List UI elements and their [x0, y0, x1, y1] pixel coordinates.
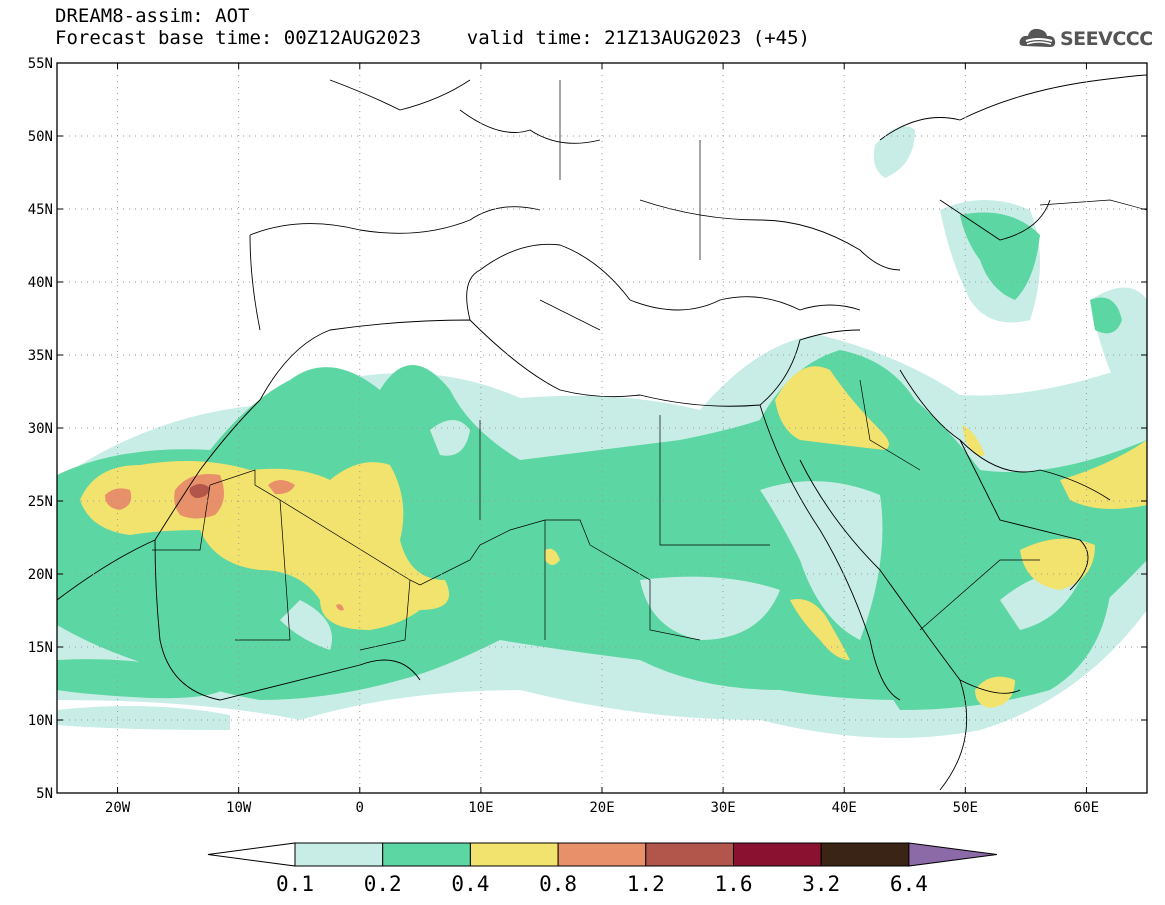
colorbar-label: 6.4 [890, 872, 928, 896]
lat-tick-label: 35N [28, 348, 53, 364]
colorbar-swatch [820, 842, 910, 867]
lon-tick-label: 20W [105, 800, 131, 816]
lat-tick-label: 15N [28, 640, 53, 656]
colorbar-label: 1.2 [627, 872, 665, 896]
colorbar-swatch [469, 842, 559, 867]
lat-tick-label: 30N [28, 421, 53, 437]
colorbar-swatch [294, 842, 384, 867]
lon-tick-label: 20E [589, 800, 614, 816]
lat-tick-label: 10N [28, 713, 53, 729]
lat-tick-label: 45N [28, 202, 53, 218]
colorbar-swatch [733, 842, 822, 867]
cloud-icon [1019, 28, 1056, 47]
lon-tick-label: 0 [356, 800, 364, 816]
colorbar-label: 0.2 [364, 872, 402, 896]
coastlines [57, 74, 1147, 791]
lon-tick-label: 10W [226, 800, 252, 816]
lon-tick-label: 40E [832, 800, 857, 816]
lat-tick-label: 5N [36, 786, 53, 802]
colorbar-over-triangle [908, 842, 997, 867]
colorbar-label: 0.8 [539, 872, 577, 896]
lon-tick-label: 60E [1074, 800, 1099, 816]
longitude-ticks: 20W 10W 0 10E 20E 30E 40E 50E 60E [105, 63, 1099, 816]
colorbar-swatch [382, 842, 471, 867]
colorbar-label: 0.1 [276, 872, 314, 896]
colorbar-under-triangle [207, 842, 296, 867]
latitude-ticks: 55N 50N 45N 40N 35N 30N 25N 20N 15N 10N 5N [28, 56, 1147, 802]
logo-text: SEEVCCC [1060, 28, 1153, 50]
seevccc-logo: SEEVCCC [1018, 22, 1153, 56]
lon-tick-label: 30E [710, 800, 735, 816]
colorbar-label: 1.6 [715, 872, 753, 896]
forecast-time-line: Forecast base time: 00Z12AUG2023 valid t… [55, 27, 810, 49]
lat-tick-label: 50N [28, 129, 53, 145]
lat-tick-label: 25N [28, 494, 53, 510]
lon-tick-label: 10E [468, 800, 493, 816]
colorbar-swatch [645, 842, 734, 867]
lat-tick-label: 20N [28, 567, 53, 583]
aot-field [57, 126, 1147, 738]
country-borders [152, 80, 1147, 651]
colorbar-label: 3.2 [802, 872, 840, 896]
aot-band-1.2 [189, 484, 210, 498]
colorbar-label: 0.4 [451, 872, 489, 896]
chart-title: DREAM8-assim: AOT [55, 5, 250, 27]
lat-tick-label: 55N [28, 56, 53, 72]
lon-tick-label: 50E [953, 800, 978, 816]
colorbar-swatch [557, 842, 647, 867]
lat-tick-label: 40N [28, 275, 53, 291]
aot-band-0.4 [80, 366, 1147, 708]
colorbar: 0.1 0.2 0.4 0.8 1.2 1.6 3.2 6.4 [207, 842, 997, 896]
